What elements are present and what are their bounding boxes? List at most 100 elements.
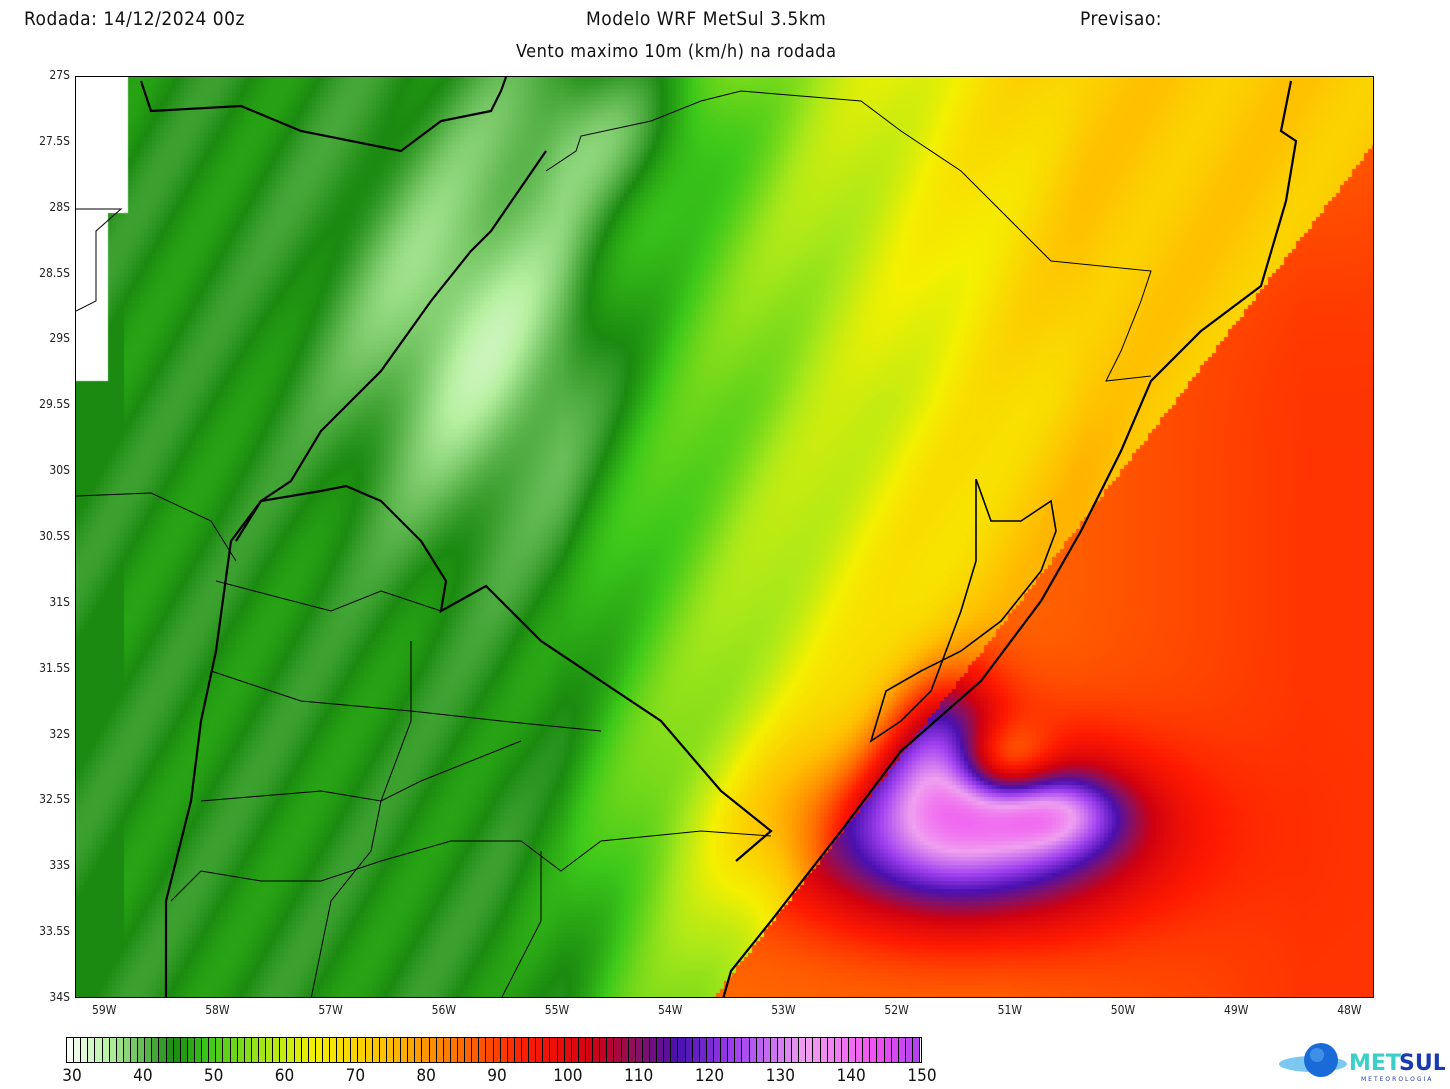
colorbar-label: 140 [836,1066,866,1086]
colorbar-cell [721,1038,729,1062]
lat-tick-label: 30S [49,463,70,478]
colorbar-cell [351,1038,359,1062]
lat-tick-label: 28S [49,199,70,214]
globe-icon: MET SUL METEOROLOGIA [1279,1043,1447,1083]
colorbar-cell [749,1038,757,1062]
colorbar-cell [280,1038,288,1062]
colorbar-cell [180,1038,188,1062]
colorbar-cell [522,1038,530,1062]
lat-tick-label: 34S [49,990,70,1005]
lon-tick-label: 59W [92,1003,117,1017]
colorbar-cell [777,1038,786,1062]
colorbar-cell [95,1038,103,1062]
colorbar-cell [386,1038,395,1062]
colorbar-cell [266,1038,274,1062]
lat-tick-label: 31S [49,594,70,609]
lat-tick-label: 29S [49,331,70,346]
sc-border [545,90,1152,382]
colorbar-cell [792,1038,800,1062]
colorbar-cell [514,1038,522,1062]
colorbar-cell [543,1038,551,1062]
colorbar-cell [735,1038,743,1062]
lat-tick-label: 31.5S [39,660,70,675]
lon-tick-label: 50W [1110,1003,1136,1017]
borders-overlay [76,77,1298,997]
colorbar-label: 40 [133,1066,153,1086]
lon-tick-label: 52W [884,1003,909,1017]
colorbar-label: 70 [345,1066,366,1086]
colorbar-cell [330,1038,338,1062]
colorbar-cell [123,1038,131,1062]
lon-tick-label: 54W [658,1003,683,1017]
colorbar-cell [194,1038,203,1062]
forecast-label: Previsao: [1080,8,1163,30]
model-title: Modelo WRF MetSul 3.5km [586,8,827,30]
colorbar-cell [699,1038,707,1062]
colorbar-cell [230,1038,238,1062]
colorbar-cell [685,1038,693,1062]
lon-tick-label: 56W [431,1003,457,1017]
colorbar-cell [799,1038,807,1062]
colorbar-cell [202,1038,210,1062]
colorbar-cell [756,1038,764,1062]
colorbar-cell [216,1038,224,1062]
colorbar-cell [88,1038,96,1062]
colorbar-cell [820,1038,828,1062]
svg-text:MET: MET [1349,1051,1401,1076]
colorbar-cell [614,1038,622,1062]
colorbar-cell [358,1038,366,1062]
colorbar [66,1037,922,1063]
colorbar-cell [308,1038,316,1062]
colorbar-cell [728,1038,736,1062]
colorbar-cell [379,1038,387,1062]
colorbar-label: 110 [624,1066,654,1086]
colorbar-cell [422,1038,430,1062]
argentina-border [139,77,508,153]
lon-tick-label: 49W [1224,1003,1249,1017]
colorbar-cell [742,1038,750,1062]
colorbar-cell [465,1038,473,1062]
colorbar-label: 90 [487,1066,507,1086]
colorbar-cell [152,1038,160,1062]
colorbar-label: 120 [694,1066,725,1086]
colorbar-label: 60 [274,1066,295,1086]
colorbar-cell [642,1038,650,1062]
colorbar-cell [109,1038,117,1062]
colorbar-cell [500,1038,508,1062]
colorbar-cell [372,1038,380,1062]
lat-tick-label: 27.5S [39,133,70,148]
colorbar-cell [770,1038,778,1062]
colorbar-cell [223,1038,231,1062]
lat-tick-label: 33S [49,858,70,873]
colorbar-cell [337,1038,345,1062]
colorbar-cell [322,1038,331,1062]
colorbar-cell [187,1038,195,1062]
colorbar-cell [486,1038,494,1062]
lat-tick-label: 29.5S [39,397,70,412]
colorbar-cell [870,1038,878,1062]
lon-tick-label: 58W [205,1003,230,1017]
colorbar-cell [834,1038,842,1062]
colorbar-cell [401,1038,409,1062]
colorbar-cell [678,1038,686,1062]
colorbar-cell [493,1038,501,1062]
colorbar-cell [913,1038,921,1062]
colorbar-cell [429,1038,437,1062]
colorbar-cell [905,1038,914,1062]
colorbar-cell [315,1038,323,1062]
colorbar-cell [67,1038,75,1062]
colorbar-cell [571,1038,579,1062]
colorbar-cell [649,1038,658,1062]
colorbar-cell [657,1038,665,1062]
colorbar-cell [145,1038,153,1062]
colorbar-cell [877,1038,885,1062]
colorbar-cell [585,1038,594,1062]
colorbar-cell [74,1038,82,1062]
colorbar-cell [628,1038,636,1062]
svg-text:METEOROLOGIA: METEOROLOGIA [1361,1076,1433,1083]
lat-tick-label: 28.5S [39,265,70,280]
colorbar-cell [209,1038,217,1062]
colorbar-cell [443,1038,451,1062]
colorbar-cell [607,1038,615,1062]
colorbar-cell [671,1038,679,1062]
